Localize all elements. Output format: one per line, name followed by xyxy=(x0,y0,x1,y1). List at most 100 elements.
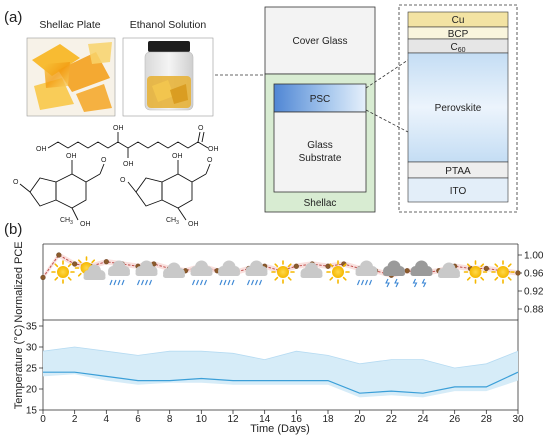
temp-xtick-label: 4 xyxy=(104,414,110,425)
sun-icon xyxy=(51,260,75,284)
temp-range-band xyxy=(43,347,518,398)
pce-ticks: 0.88 0.92 0.96 1.00 xyxy=(518,251,544,316)
temp-xtick-label: 0 xyxy=(40,414,46,425)
layer-stack-frame xyxy=(398,4,518,213)
layer-bcp-label: BCP xyxy=(448,29,469,40)
chem-oh-3: OH xyxy=(123,161,134,168)
chem-o-4: O xyxy=(207,157,213,164)
psc-layer xyxy=(273,83,367,113)
temp-xtick-label: 16 xyxy=(291,414,303,425)
panel-b-label: (b) xyxy=(4,221,22,238)
pce-point xyxy=(404,268,410,274)
glass-substrate-label-1: Glass xyxy=(307,140,333,151)
shellac-plate-photo xyxy=(26,37,116,117)
chem-o-5: O xyxy=(120,177,126,184)
temp-xtick-label: 6 xyxy=(135,414,141,425)
temp-xtick-label: 24 xyxy=(417,414,429,425)
sun-icon xyxy=(491,260,515,284)
shellac-label: Shellac xyxy=(304,198,337,209)
temp-xtick-label: 30 xyxy=(512,414,524,425)
chem-oh-8: OH xyxy=(188,221,199,228)
connector-lines xyxy=(215,59,409,133)
temp-xtick-label: 26 xyxy=(449,414,461,425)
pce-ylabel: Normalized PCE xyxy=(13,241,25,322)
cloud-storm-icon xyxy=(383,260,405,288)
photo-ethanol-caption: Ethanol Solution xyxy=(130,19,207,31)
chem-o-3: O xyxy=(13,179,19,186)
layer-ito-label: ITO xyxy=(450,186,467,197)
temp-ytick-label: 30 xyxy=(26,343,38,354)
temp-xlabel: Time (Days) xyxy=(250,423,309,435)
pce-point xyxy=(40,274,46,281)
temp-xtick-label: 2 xyxy=(72,414,78,425)
temp-upper-line xyxy=(42,346,519,369)
psc-label: PSC xyxy=(310,94,331,105)
temp-band xyxy=(42,346,519,398)
temp-yticks: 15 20 25 30 35 xyxy=(26,322,43,417)
temp-xtick-label: 14 xyxy=(259,414,271,425)
layer-ito xyxy=(407,177,509,203)
photo-shellac-caption: Shellac Plate xyxy=(39,19,100,31)
temp-xtick-label: 10 xyxy=(196,414,208,425)
layer-cu-label: Cu xyxy=(452,15,465,26)
pce-ytick-label: 0.88 xyxy=(524,305,544,316)
temperature-chart: Temperature (°C) Time (Days) 1520253035 … xyxy=(13,319,524,435)
cloud-rain-icon xyxy=(245,260,268,286)
pce-point xyxy=(325,263,331,269)
cloud-storm-icon xyxy=(410,260,433,288)
temp-ylabel: Temperature (°C) xyxy=(13,325,25,409)
device-schematic: Cover Glass PSC Glass Substrate Shellac xyxy=(264,6,376,213)
cloud-rain-icon xyxy=(218,260,240,286)
shellac-chemical-structure xyxy=(19,131,211,221)
chem-oh-6: OH xyxy=(80,221,91,228)
cloud-icon xyxy=(163,262,185,278)
sun-icon xyxy=(463,260,488,284)
temp-xtick-label: 18 xyxy=(322,414,334,425)
chem-oh-7: OH xyxy=(172,153,183,160)
cloud-icon xyxy=(438,262,460,278)
sun-icon xyxy=(271,260,295,284)
pce-ytick-label: 1.00 xyxy=(524,251,544,262)
chem-ch3-2: CH3 xyxy=(166,217,179,226)
sun-icon xyxy=(326,260,350,284)
panel-a-label: (a) xyxy=(4,9,22,26)
temp-ytick-label: 35 xyxy=(26,322,38,333)
glass-substrate-layer xyxy=(273,111,367,193)
chem-labels: OH OH OH OH O OH O O CH3 OH OH O O CH3 O… xyxy=(13,125,219,228)
temp-xtick-label: 28 xyxy=(481,414,493,425)
pce-point xyxy=(515,270,521,276)
cloud-rain-icon xyxy=(190,260,213,286)
ethanol-solution-photo xyxy=(122,37,214,117)
layer-stack: Cu BCP C60 Perovskite PTAA ITO xyxy=(398,4,518,213)
layer-ptaa-label: PTAA xyxy=(445,166,471,177)
temp-xticks: 0 2 4 6 8 10 12 14 16 18 20 22 24 26 28 30 xyxy=(40,410,524,425)
pce-ytick-label: 0.92 xyxy=(524,287,544,298)
cloud-sun-icon xyxy=(74,256,106,280)
chem-oh-5: OH xyxy=(66,153,77,160)
cover-glass-label: Cover Glass xyxy=(292,36,347,47)
cloud-rain-icon xyxy=(108,260,130,286)
layer-perovskite xyxy=(407,52,509,163)
layer-c60-label: C60 xyxy=(450,42,465,54)
chem-o-1: O xyxy=(198,125,204,132)
temp-ytick-label: 25 xyxy=(26,364,38,375)
temp-xtick-label: 22 xyxy=(386,414,398,425)
glass-substrate-label-2: Substrate xyxy=(299,153,342,164)
temp-ytick-label: 20 xyxy=(26,385,38,396)
pce-point xyxy=(103,259,109,265)
chem-ch3-1: CH3 xyxy=(60,217,73,226)
layer-perovskite-label: Perovskite xyxy=(435,103,482,114)
pce-point xyxy=(483,265,489,272)
pce-point xyxy=(56,252,62,258)
chem-oh-4: OH xyxy=(208,146,219,153)
pce-ytick-label: 0.96 xyxy=(524,269,544,280)
cloud-icon xyxy=(300,262,323,278)
pce-point xyxy=(293,263,299,269)
chem-oh-2: OH xyxy=(113,125,124,132)
pce-point xyxy=(72,261,78,267)
temp-xtick-label: 20 xyxy=(354,414,366,425)
weather-row xyxy=(51,256,515,288)
chem-oh-1: OH xyxy=(36,146,47,153)
pce-chart: Normalized PCE 0.88 0.92 0.96 1.00 xyxy=(13,241,544,322)
